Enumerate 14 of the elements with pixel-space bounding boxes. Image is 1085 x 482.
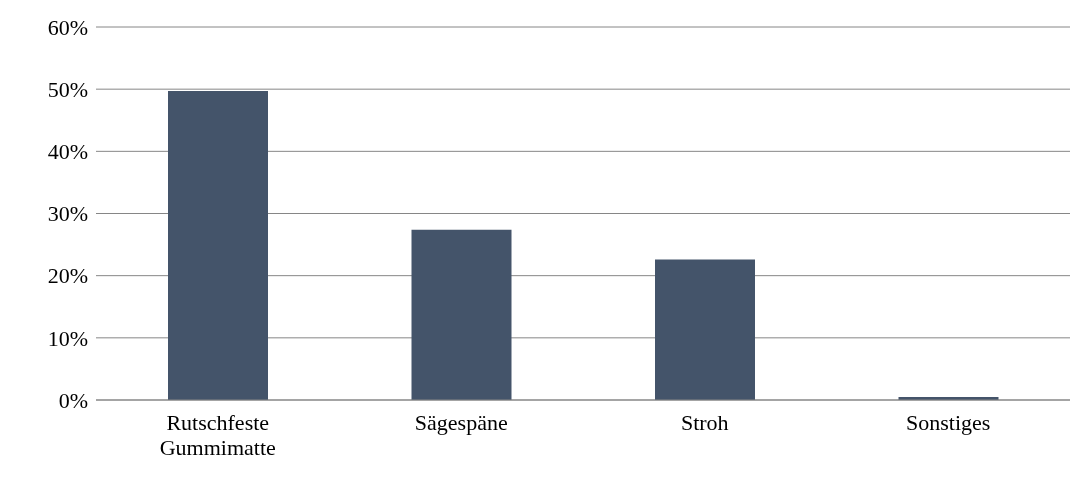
bar — [411, 229, 512, 400]
y-tick-label: 0% — [58, 387, 88, 413]
y-tick-label: 50% — [47, 76, 88, 102]
bar — [655, 259, 755, 400]
y-tick-label: 40% — [47, 139, 88, 165]
x-tick-label: Rutschfeste Gummimatte — [159, 410, 276, 460]
x-tick-label: Sägespäne — [414, 410, 508, 435]
y-tick-label: 30% — [47, 201, 88, 227]
bar — [168, 91, 268, 400]
x-tick-label: Sonstiges — [906, 410, 991, 435]
x-tick-label: Stroh — [680, 410, 729, 435]
y-tick-label: 60% — [47, 14, 88, 40]
y-tick-label: 10% — [47, 325, 88, 351]
y-tick-label: 20% — [47, 263, 88, 289]
